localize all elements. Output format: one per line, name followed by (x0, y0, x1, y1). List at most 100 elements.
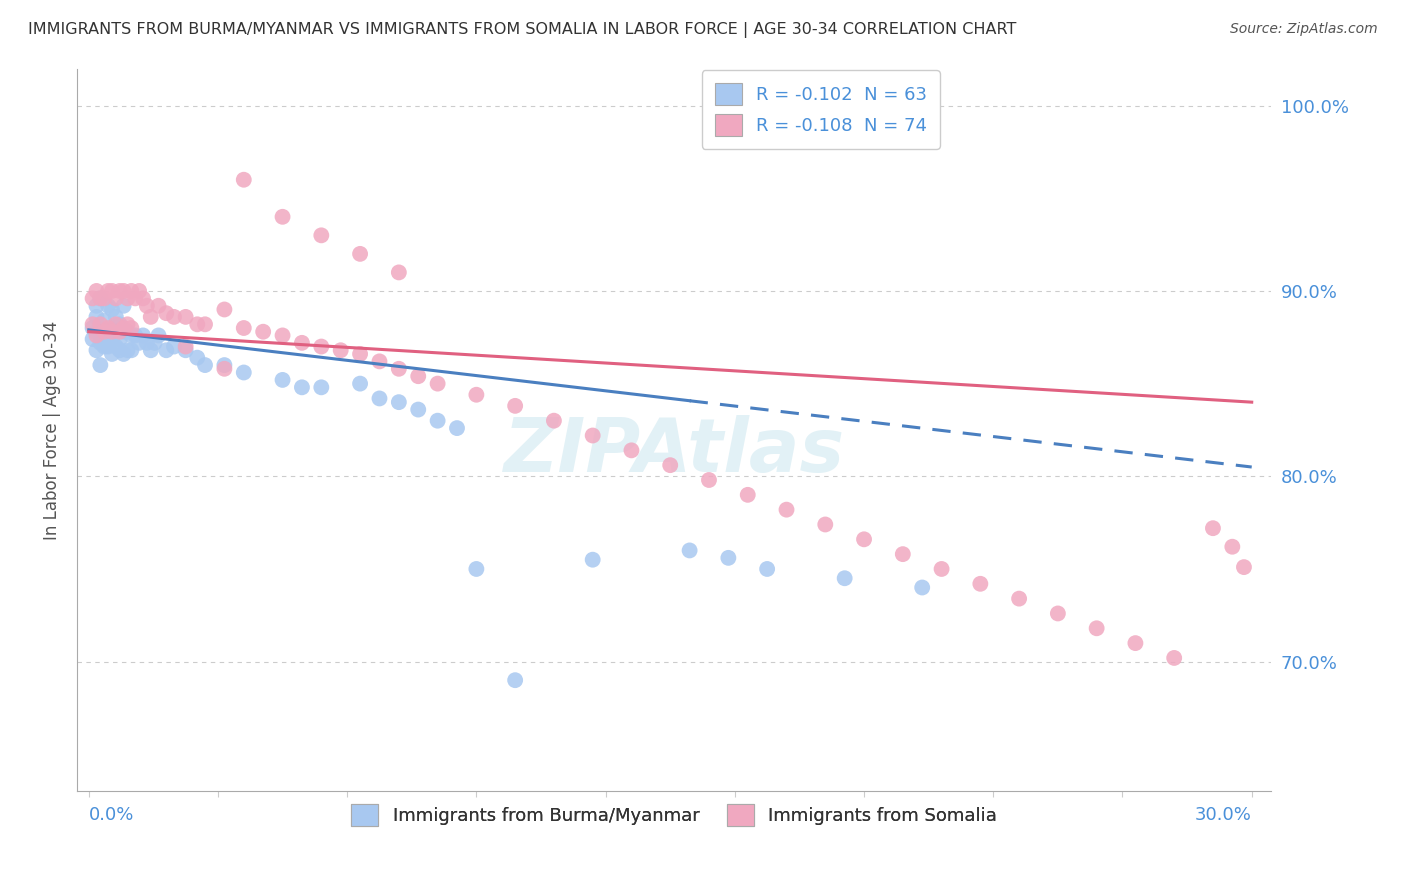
Point (1125, 636, 1147, 650)
Point (388, 361, 411, 376)
Point (271, 328, 294, 343)
Point (139, 310, 162, 324)
Point (678, 543, 700, 558)
Point (93, 313, 115, 327)
Point (82, 332, 104, 346)
Point (117, 325, 139, 339)
Point (349, 347, 371, 361)
Point (1085, 621, 1108, 635)
Text: 30.0%: 30.0% (1195, 806, 1251, 824)
Point (163, 310, 186, 324)
Point (124, 291, 146, 305)
Point (155, 306, 177, 320)
Point (214, 302, 236, 317)
Point (108, 318, 131, 332)
Point (108, 332, 131, 346)
Point (101, 302, 124, 317)
Point (853, 533, 876, 547)
Point (311, 380, 333, 394)
Point (834, 571, 856, 585)
Point (104, 340, 127, 354)
Point (132, 328, 155, 343)
Point (232, 172, 254, 186)
Point (86, 328, 108, 343)
Text: Source: ZipAtlas.com: Source: ZipAtlas.com (1230, 22, 1378, 37)
Text: ZIPAtlas: ZIPAtlas (503, 415, 845, 488)
Point (174, 343, 197, 358)
Point (582, 428, 605, 442)
Point (89, 325, 111, 339)
Point (186, 351, 208, 365)
Point (582, 552, 605, 566)
Point (97, 325, 120, 339)
Point (101, 332, 124, 346)
Point (148, 299, 170, 313)
Point (128, 335, 150, 350)
Text: IMMIGRANTS FROM BURMA/MYANMAR VS IMMIGRANTS FROM SOMALIA IN LABOR FORCE | AGE 30: IMMIGRANTS FROM BURMA/MYANMAR VS IMMIGRA… (28, 22, 1017, 38)
Point (291, 380, 314, 394)
Point (756, 562, 779, 576)
Y-axis label: In Labor Force | Age 30-34: In Labor Force | Age 30-34 (44, 320, 60, 540)
Point (329, 343, 352, 358)
Point (465, 388, 488, 402)
Point (108, 325, 131, 339)
Text: 0.0%: 0.0% (89, 806, 134, 824)
Point (1220, 540, 1243, 554)
Point (271, 373, 294, 387)
Point (135, 335, 157, 350)
Point (101, 284, 124, 298)
Point (814, 517, 837, 532)
Point (135, 299, 157, 313)
Point (232, 366, 254, 380)
Point (97, 340, 120, 354)
Point (911, 581, 934, 595)
Point (194, 358, 217, 372)
Point (1163, 651, 1185, 665)
Point (388, 395, 411, 409)
Point (368, 392, 391, 406)
Point (148, 328, 170, 343)
Point (86, 310, 108, 324)
Point (89, 335, 111, 350)
Point (86, 325, 108, 339)
Point (93, 291, 115, 305)
Legend: Immigrants from Burma/Myanmar, Immigrants from Somalia: Immigrants from Burma/Myanmar, Immigrant… (344, 797, 1004, 833)
Point (174, 340, 197, 354)
Point (465, 562, 488, 576)
Point (659, 458, 682, 472)
Point (1046, 607, 1069, 621)
Point (291, 335, 314, 350)
Point (214, 358, 236, 372)
Point (311, 340, 333, 354)
Point (101, 325, 124, 339)
Point (311, 228, 333, 243)
Point (891, 547, 914, 561)
Point (775, 502, 797, 516)
Point (124, 328, 146, 343)
Point (446, 421, 468, 435)
Point (128, 284, 150, 298)
Point (139, 343, 162, 358)
Point (271, 210, 294, 224)
Point (232, 321, 254, 335)
Point (112, 284, 135, 298)
Point (406, 402, 429, 417)
Point (620, 443, 643, 458)
Point (1233, 560, 1256, 574)
Point (969, 576, 991, 591)
Point (89, 291, 111, 305)
Point (155, 343, 177, 358)
Point (82, 321, 104, 335)
Point (163, 340, 186, 354)
Point (186, 318, 208, 332)
Point (194, 318, 217, 332)
Point (112, 325, 135, 339)
Point (93, 325, 115, 339)
Point (86, 343, 108, 358)
Point (86, 299, 108, 313)
Point (89, 318, 111, 332)
Point (108, 343, 131, 358)
Point (120, 343, 142, 358)
Point (717, 550, 740, 565)
Point (117, 291, 139, 305)
